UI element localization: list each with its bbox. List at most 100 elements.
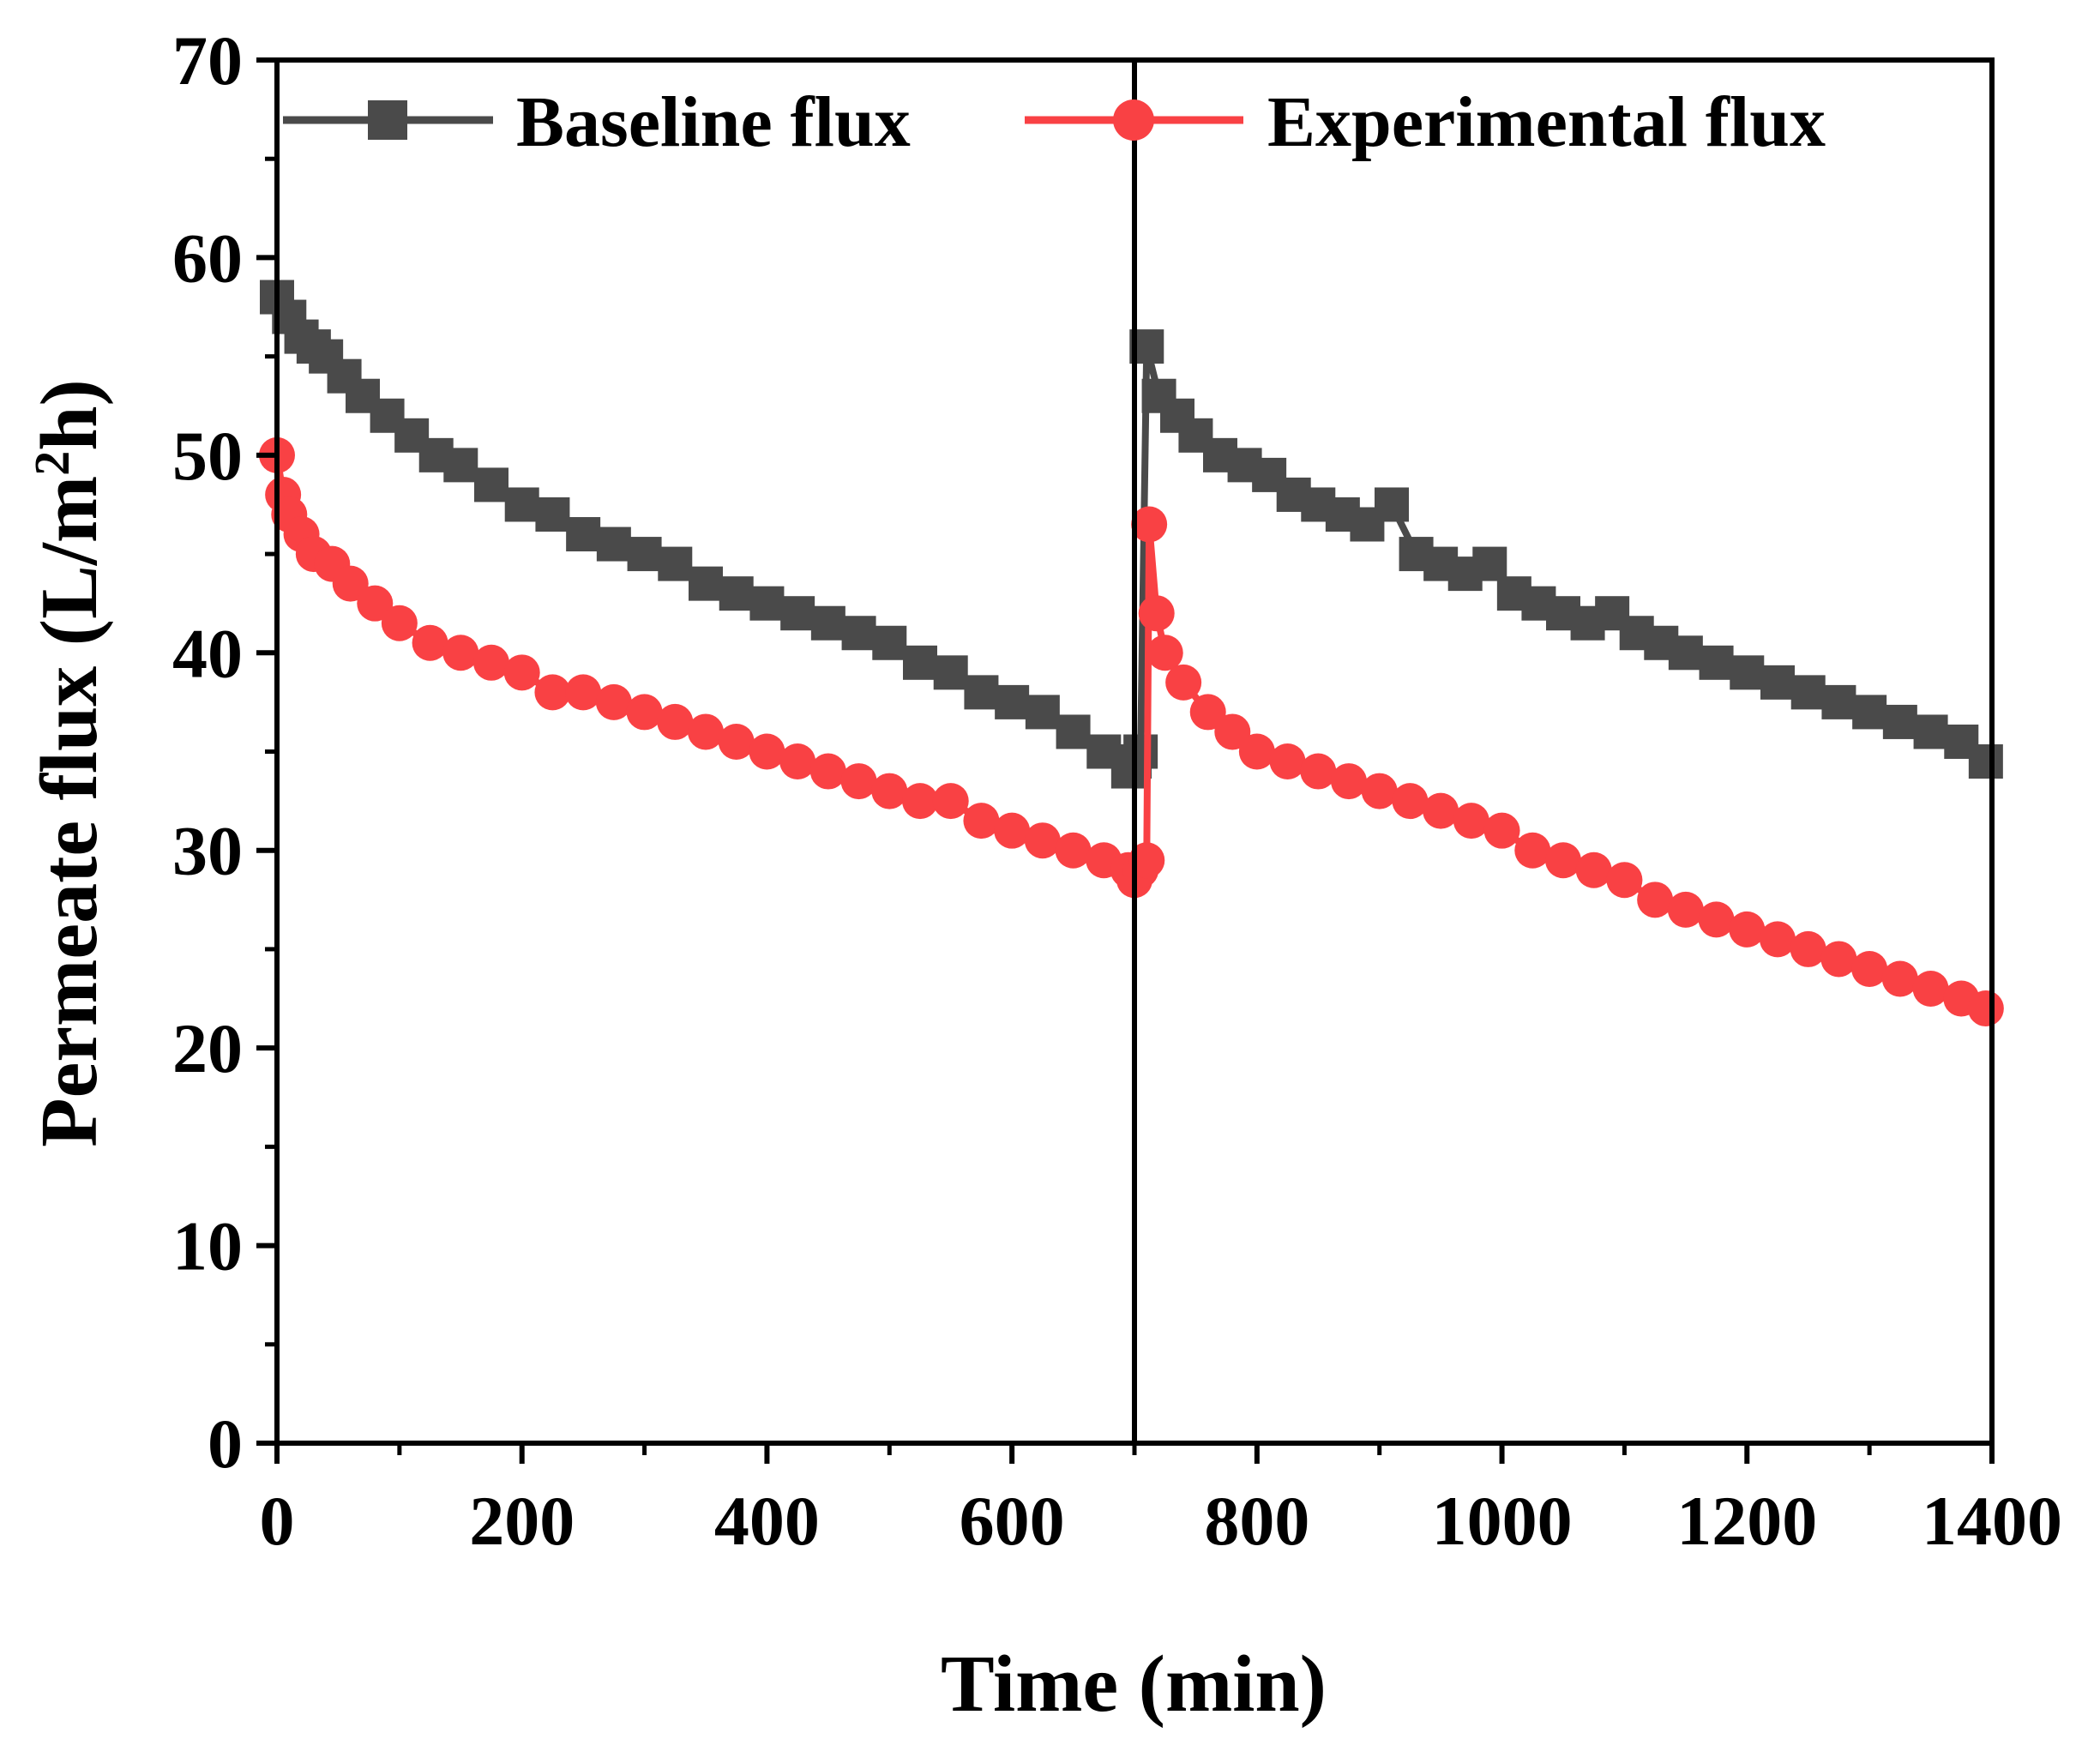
data-point-experimental-flux bbox=[412, 624, 448, 661]
axis-tick-labels: 0 200 400 600 800 1000 1200 1400 0 10 20 30 40 50 60 70 bbox=[172, 21, 2062, 1560]
data-point-experimental-flux bbox=[1238, 733, 1275, 770]
data-point-experimental-flux bbox=[809, 753, 846, 790]
y-axis-title-sup: 2 bbox=[24, 451, 80, 476]
legend-baseline-label: Baseline flux bbox=[516, 82, 911, 162]
data-point-experimental-flux bbox=[1392, 783, 1429, 820]
data-point-experimental-flux bbox=[442, 635, 479, 671]
data-point-experimental-flux bbox=[1055, 832, 1092, 869]
data-point-baseline-flux bbox=[780, 596, 815, 631]
data-point-baseline-flux bbox=[627, 537, 662, 572]
data-point-experimental-flux bbox=[1514, 832, 1551, 869]
data-point-experimental-flux bbox=[994, 812, 1031, 849]
data-point-experimental-flux bbox=[871, 773, 908, 809]
data-point-experimental-flux bbox=[1453, 803, 1489, 839]
data-point-baseline-flux bbox=[1699, 645, 1734, 680]
data-point-experimental-flux bbox=[1820, 941, 1857, 978]
data-point-experimental-flux bbox=[503, 654, 540, 691]
data-point-baseline-flux bbox=[933, 655, 968, 690]
series-line-baseline-flux bbox=[274, 295, 1989, 775]
data-point-experimental-flux bbox=[1575, 851, 1612, 888]
x-tick-label: 200 bbox=[469, 1482, 575, 1560]
data-point-experimental-flux bbox=[1912, 971, 1949, 1008]
data-point-baseline-flux bbox=[1375, 487, 1409, 522]
data-point-baseline-flux bbox=[1760, 665, 1795, 700]
data-point-baseline-flux bbox=[1668, 635, 1703, 671]
x-tick-label: 400 bbox=[714, 1482, 820, 1560]
data-point-experimental-flux bbox=[1606, 862, 1643, 899]
data-point-experimental-flux bbox=[1637, 882, 1674, 918]
y-axis-title-prefix: Permeate flux (L/m bbox=[25, 476, 114, 1147]
data-point-experimental-flux bbox=[779, 743, 816, 780]
data-point-experimental-flux bbox=[902, 783, 938, 820]
data-point-baseline-flux bbox=[1852, 695, 1887, 730]
data-point-baseline-flux bbox=[964, 675, 999, 710]
data-point-experimental-flux bbox=[1131, 506, 1168, 543]
y-axis-title-suffix: h) bbox=[25, 379, 114, 451]
data-point-experimental-flux bbox=[688, 713, 724, 750]
data-point-experimental-flux bbox=[1300, 753, 1337, 790]
data-point-experimental-flux bbox=[749, 733, 785, 770]
data-point-experimental-flux bbox=[657, 703, 694, 740]
legend-experimental-label: Experimental flux bbox=[1267, 82, 1826, 162]
x-axis-title: Time (min) bbox=[941, 1640, 1327, 1729]
data-point-baseline-flux bbox=[504, 487, 539, 522]
data-point-experimental-flux bbox=[1790, 930, 1826, 967]
data-point-experimental-flux bbox=[381, 605, 418, 641]
data-point-experimental-flux bbox=[840, 763, 877, 800]
data-point-baseline-flux bbox=[1472, 546, 1507, 581]
data-point-experimental-flux bbox=[1698, 901, 1735, 938]
series-layer bbox=[259, 280, 2004, 1027]
y-tick-label: 60 bbox=[172, 219, 243, 297]
data-point-experimental-flux bbox=[595, 683, 632, 720]
x-tick-label: 1200 bbox=[1676, 1482, 1817, 1560]
legend-baseline-marker bbox=[368, 100, 407, 140]
data-point-experimental-flux bbox=[932, 783, 969, 820]
data-point-experimental-flux bbox=[357, 585, 394, 622]
data-point-baseline-flux bbox=[872, 625, 907, 660]
legend: Baseline flux Experimental flux bbox=[283, 82, 1826, 162]
data-point-experimental-flux bbox=[1545, 842, 1581, 879]
series-baseline-flux bbox=[260, 280, 2003, 789]
axis-ticks bbox=[256, 57, 1995, 1464]
data-point-experimental-flux bbox=[1128, 842, 1165, 879]
x-tick-label: 0 bbox=[260, 1482, 295, 1560]
data-point-baseline-flux bbox=[596, 527, 631, 562]
y-axis-title: Permeate flux (L/m2h) bbox=[24, 379, 115, 1147]
data-point-experimental-flux bbox=[1269, 743, 1306, 780]
data-point-experimental-flux bbox=[1331, 763, 1367, 800]
data-point-baseline-flux bbox=[658, 546, 693, 581]
data-point-experimental-flux bbox=[1851, 950, 1888, 987]
data-point-baseline-flux bbox=[719, 576, 754, 611]
data-point-experimental-flux bbox=[1667, 891, 1704, 928]
data-point-experimental-flux bbox=[1760, 921, 1796, 958]
y-tick-label: 10 bbox=[172, 1207, 243, 1285]
data-point-baseline-flux bbox=[1913, 714, 1948, 749]
data-point-baseline-flux bbox=[1882, 704, 1917, 739]
data-point-experimental-flux bbox=[1165, 664, 1202, 701]
data-point-experimental-flux bbox=[963, 803, 1000, 839]
data-point-baseline-flux bbox=[1056, 714, 1091, 749]
data-point-experimental-flux bbox=[1967, 990, 2004, 1027]
legend-experimental-marker bbox=[1113, 99, 1154, 141]
y-tick-label: 40 bbox=[172, 614, 243, 692]
data-point-experimental-flux bbox=[565, 674, 602, 711]
data-point-experimental-flux bbox=[1423, 792, 1459, 829]
series-experimental-flux bbox=[259, 436, 2004, 1027]
data-point-baseline-flux bbox=[749, 586, 785, 621]
data-point-baseline-flux bbox=[535, 496, 570, 532]
data-point-experimental-flux bbox=[626, 694, 663, 731]
data-point-experimental-flux bbox=[1138, 595, 1175, 632]
data-point-baseline-flux bbox=[810, 605, 845, 641]
data-point-experimental-flux bbox=[1881, 960, 1918, 997]
data-point-baseline-flux bbox=[689, 566, 723, 601]
data-point-baseline-flux bbox=[1790, 675, 1826, 710]
data-point-baseline-flux bbox=[443, 448, 478, 483]
data-point-experimental-flux bbox=[718, 723, 755, 760]
data-point-baseline-flux bbox=[1025, 695, 1060, 730]
data-point-experimental-flux bbox=[1024, 822, 1061, 859]
y-tick-label: 30 bbox=[172, 812, 243, 890]
data-point-baseline-flux bbox=[1123, 734, 1158, 769]
data-point-experimental-flux bbox=[1729, 911, 1766, 948]
data-point-baseline-flux bbox=[995, 684, 1030, 719]
data-point-experimental-flux bbox=[1214, 713, 1251, 750]
